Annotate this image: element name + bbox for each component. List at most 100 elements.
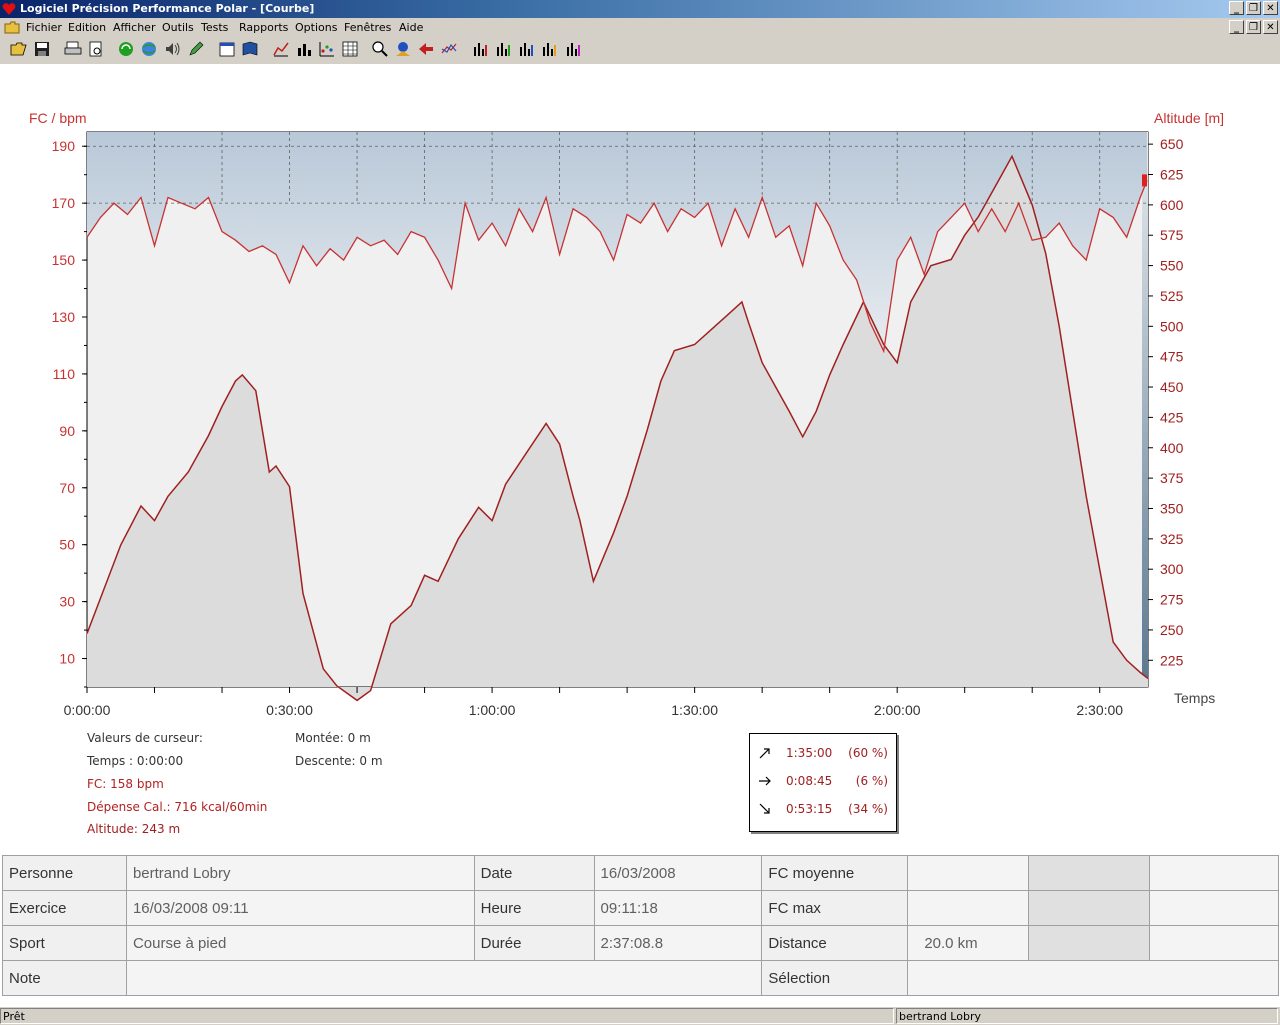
person-label: Personne (2, 855, 127, 891)
print-icon[interactable] (63, 39, 83, 59)
sync-icon[interactable] (116, 39, 136, 59)
cursor-calories: Dépense Cal.: 716 kcal/60min (87, 800, 268, 814)
slope-down-row: 0:53:15 (34 %) (750, 802, 896, 822)
save-icon[interactable] (32, 39, 52, 59)
title-bar: Logiciel Précision Performance Polar - [… (0, 0, 1280, 18)
right-tick-label: 650 (1160, 136, 1184, 152)
globe-icon[interactable] (139, 39, 159, 59)
left-tick-label: 50 (59, 537, 75, 553)
heart-rate-altitude-chart[interactable]: FC / bpm Altitude [m] Temps 190 170 150 130… (0, 64, 1280, 854)
sound-icon[interactable] (163, 39, 183, 59)
x-tick-label: 2:30:00 (1076, 702, 1123, 718)
duration-value: 2:37:08.8 (593, 925, 763, 961)
bars-5-icon[interactable] (563, 39, 583, 59)
right-tick-label: 225 (1160, 652, 1184, 668)
left-tick-label: 190 (52, 138, 76, 154)
bars-3-icon[interactable] (516, 39, 536, 59)
restore-button[interactable]: ❐ (1246, 1, 1261, 15)
bars-2-icon[interactable] (493, 39, 513, 59)
menu-options[interactable]: Options (295, 21, 338, 34)
distance-label: Distance (761, 925, 909, 961)
distance-value: 20.0 km (907, 925, 1030, 961)
table-row: Personne bertrand Lobry Date 16/03/2008 … (2, 855, 1279, 891)
right-tick-label: 375 (1160, 470, 1184, 486)
zoom-icon[interactable] (370, 39, 390, 59)
table-row: Note Sélection (2, 960, 1279, 996)
open-icon[interactable] (9, 39, 29, 59)
right-tick-label: 475 (1160, 349, 1184, 365)
menu-fenetres[interactable]: Fenêtres (344, 21, 392, 34)
x-tick-label: 1:00:00 (469, 702, 516, 718)
slope-flat-percent: (6 %) (855, 774, 888, 788)
table-row: Sport Course à pied Durée 2:37:08.8 Dist… (2, 925, 1279, 961)
close-button[interactable]: ✕ (1263, 1, 1278, 15)
menu-rapports[interactable]: Rapports (239, 21, 289, 34)
menu-fichier[interactable]: Fichier (26, 21, 62, 34)
scatter-icon[interactable] (317, 39, 337, 59)
menu-tests[interactable]: Tests (201, 21, 229, 34)
sport-value: Course à pied (125, 925, 475, 961)
exercise-summary-table: Personne bertrand Lobry Date 16/03/2008 … (2, 855, 1279, 996)
line-chart-icon[interactable] (271, 39, 291, 59)
window-title: Logiciel Précision Performance Polar - [… (20, 2, 315, 15)
slope-summary-box: 1:35:00 (60 %) 0:08:45 (6 %) 0:53:15 (34… (749, 733, 897, 832)
mdi-close-button[interactable]: ✕ (1263, 20, 1278, 34)
table-row: Exercice 16/03/2008 09:11 Heure 09:11:18… (2, 890, 1279, 926)
left-tick-label: 70 (59, 480, 75, 496)
print-preview-icon[interactable] (86, 39, 106, 59)
left-tick-label: 130 (52, 309, 76, 325)
stats-icon[interactable] (393, 39, 413, 59)
selection-label: Sélection (761, 960, 909, 996)
cursor-altitude: Altitude: 243 m (87, 822, 181, 836)
book-icon[interactable] (240, 39, 260, 59)
mdi-minimize-button[interactable]: _ (1229, 20, 1244, 34)
folder-icon[interactable] (4, 21, 20, 34)
sport-label: Sport (2, 925, 127, 961)
slope-up-row: 1:35:00 (60 %) (750, 746, 896, 766)
multi-curve-icon[interactable] (439, 39, 459, 59)
right-axis-label: Altitude [m] (1154, 110, 1224, 126)
heart-rate-fill (87, 132, 1147, 352)
menu-aide[interactable]: Aide (399, 21, 424, 34)
cursor-values-title: Valeurs de curseur: (87, 731, 203, 745)
calendar-icon[interactable] (217, 39, 237, 59)
max-hr-label: FC max (761, 890, 909, 926)
minimize-button[interactable]: _ (1229, 1, 1244, 15)
table-cell (1149, 890, 1279, 926)
avg-hr-label: FC moyenne (761, 855, 909, 891)
heart-rate-line (86, 180, 1148, 354)
right-tick-label: 525 (1160, 288, 1184, 304)
compare-icon[interactable] (416, 39, 436, 59)
x-tick-label: 2:00:00 (874, 702, 921, 718)
right-tick-label: 250 (1160, 622, 1184, 638)
left-axis-label: FC / bpm (29, 110, 87, 126)
time-label: Heure (473, 890, 595, 926)
x-tick-label: 0:00:00 (64, 702, 111, 718)
time-value: 09:11:18 (593, 890, 763, 926)
mdi-restore-button[interactable]: ❐ (1246, 20, 1261, 34)
bars-4-icon[interactable] (539, 39, 559, 59)
avg-hr-value (907, 855, 1030, 891)
bar-chart-icon[interactable] (294, 39, 314, 59)
pen-icon[interactable] (186, 39, 206, 59)
menu-edition[interactable]: Edition (68, 21, 107, 34)
cursor-descent: Descente: 0 m (295, 754, 383, 768)
bars-1-icon[interactable] (470, 39, 490, 59)
menu-outils[interactable]: Outils (162, 21, 194, 34)
right-tick-label: 575 (1160, 227, 1184, 243)
status-bar: Prêt bertrand Lobry (0, 1006, 1280, 1025)
menu-afficher[interactable]: Afficher (113, 21, 156, 34)
right-tick-label: 600 (1160, 197, 1184, 213)
table-icon[interactable] (340, 39, 360, 59)
cursor-marker[interactable] (1142, 174, 1147, 187)
slope-flat-row: 0:08:45 (6 %) (750, 774, 896, 794)
left-tick-label: 90 (59, 423, 75, 439)
right-tick-label: 275 (1160, 592, 1184, 608)
exercise-value: 16/03/2008 09:11 (125, 890, 475, 926)
note-label: Note (2, 960, 127, 996)
x-axis-label: Temps (1174, 690, 1215, 706)
note-value[interactable] (125, 960, 763, 996)
right-gradient-bar (1142, 132, 1148, 687)
right-tick-label: 350 (1160, 500, 1184, 516)
table-cell (1028, 855, 1151, 891)
